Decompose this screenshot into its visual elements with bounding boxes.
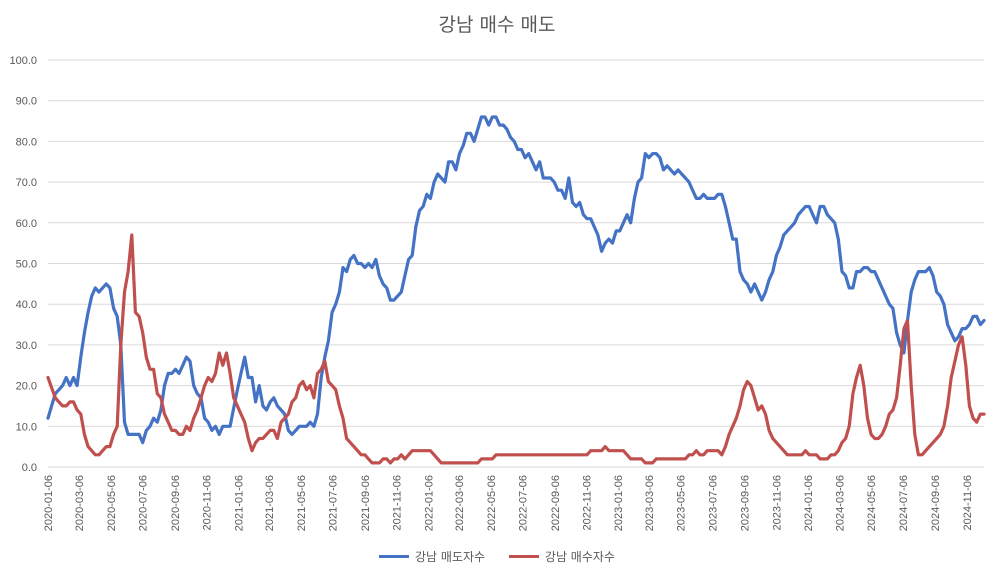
legend-item-sell: 강남 매도자수 [379, 548, 485, 565]
legend-swatch-sell [379, 555, 410, 558]
legend-item-buy: 강남 매수자수 [508, 548, 615, 565]
y-tick-label: 60.0 [16, 218, 37, 230]
x-tick-label: 2022-03-06 [454, 475, 466, 531]
x-tick-label: 2024-03-06 [834, 475, 846, 531]
x-tick-label: 2021-07-06 [328, 475, 340, 531]
x-tick-label: 2020-07-06 [138, 475, 150, 531]
x-tick-label: 2022-01-06 [423, 475, 435, 531]
x-tick-label: 2021-03-06 [264, 475, 276, 531]
legend: 강남 매도자수 강남 매수자수 [0, 547, 994, 565]
y-tick-label: 90.0 [16, 96, 37, 108]
x-tick-label: 2023-05-06 [676, 475, 688, 531]
y-tick-label: 0.0 [22, 462, 37, 474]
series-line-buy [46, 233, 986, 465]
x-tick-label: 2023-01-06 [613, 475, 625, 531]
series-line-sell [46, 115, 986, 445]
x-tick-label: 2024-09-06 [930, 475, 942, 531]
x-tick-label: 2021-01-06 [233, 475, 245, 531]
x-tick-label: 2024-05-06 [866, 475, 878, 531]
y-tick-label: 30.0 [16, 340, 37, 352]
chart-title: 강남 매수 매도 [438, 14, 556, 36]
x-tick-label: 2022-09-06 [550, 475, 562, 531]
x-tick-label: 2020-01-06 [43, 475, 55, 531]
x-tick-label: 2023-11-06 [771, 475, 783, 530]
y-tick-label: 10.0 [16, 421, 37, 433]
y-tick-label: 80.0 [16, 136, 37, 148]
x-tick-label: 2023-03-06 [644, 475, 656, 531]
y-tick-label: 40.0 [16, 299, 37, 311]
x-tick-label: 2023-07-06 [707, 475, 719, 531]
x-tick-label: 2024-07-06 [898, 475, 910, 531]
legend-swatch-buy [508, 555, 539, 558]
x-tick-label: 2021-09-06 [360, 475, 372, 531]
x-tick-label: 2021-11-06 [392, 475, 404, 530]
legend-label-sell: 강남 매도자수 [415, 550, 486, 564]
x-tick-label: 2024-11-06 [962, 475, 974, 530]
x-tick-label: 2024-01-06 [803, 475, 815, 531]
x-tick-label: 2021-05-06 [296, 475, 308, 531]
x-tick-label: 2022-11-06 [581, 475, 593, 530]
y-tick-label: 70.0 [16, 177, 37, 189]
x-tick-label: 2020-11-06 [202, 475, 214, 530]
x-tick-label: 2022-07-06 [518, 475, 530, 531]
x-tick-label: 2020-09-06 [170, 475, 182, 531]
x-tick-label: 2022-05-06 [486, 475, 498, 531]
x-tick-label: 2020-05-06 [106, 475, 118, 531]
x-tick-label: 2020-03-06 [74, 475, 86, 531]
x-tick-label: 2023-09-06 [740, 475, 752, 531]
y-tick-label: 50.0 [16, 259, 37, 271]
y-tick-label: 20.0 [16, 381, 37, 393]
legend-label-buy: 강남 매수자수 [544, 550, 615, 564]
y-tick-label: 100.0 [9, 55, 37, 67]
